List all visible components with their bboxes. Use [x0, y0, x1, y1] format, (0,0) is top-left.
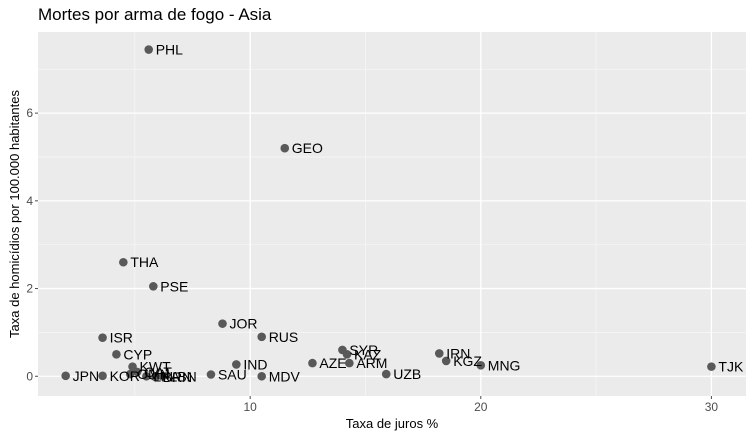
x-tick-label: 30 — [705, 400, 719, 414]
data-point — [125, 369, 135, 379]
point-label: SAU — [218, 367, 247, 383]
data-point — [280, 143, 290, 153]
y-axis-title: Taxa de homicídios por 100.000 habitante… — [7, 90, 22, 338]
data-point — [342, 350, 352, 359]
y-tick-label: 0 — [26, 369, 33, 383]
data-point — [257, 332, 267, 342]
y-tick-label: 6 — [26, 106, 33, 120]
chart-title: Mortes por arma de fogo - Asia — [38, 5, 272, 24]
data-point — [61, 371, 70, 381]
data-point — [98, 333, 107, 342]
point-label: RUS — [269, 329, 299, 345]
data-point — [151, 372, 160, 382]
y-tick-label: 2 — [26, 282, 33, 296]
point-label: GEO — [292, 140, 323, 156]
data-point — [98, 371, 107, 381]
y-tick-label: 4 — [26, 194, 33, 208]
data-point — [441, 356, 451, 366]
data-point — [707, 362, 716, 371]
point-label: OMN — [137, 366, 170, 382]
point-label: AZE — [319, 355, 346, 371]
point-label: ARM — [356, 355, 387, 371]
point-label: PSE — [160, 278, 188, 294]
point-label: UZB — [393, 366, 421, 382]
data-point — [434, 349, 444, 358]
data-point — [345, 358, 354, 368]
data-point — [119, 257, 128, 267]
data-point — [218, 319, 227, 328]
point-label: IND — [243, 356, 267, 372]
data-point — [381, 369, 391, 379]
point-label: KOR — [110, 368, 140, 384]
point-label: PHL — [156, 42, 183, 58]
data-point — [149, 282, 158, 291]
point-label: MNG — [488, 357, 521, 373]
point-label: TJK — [718, 359, 744, 375]
point-label: SYR — [349, 342, 378, 358]
point-label: IRN — [446, 345, 470, 361]
x-axis-title: Taxa de juros % — [346, 416, 439, 431]
point-label: JOR — [229, 316, 257, 332]
data-point — [206, 370, 216, 379]
x-tick-label: 10 — [243, 400, 257, 414]
data-point — [132, 367, 142, 377]
data-point — [232, 360, 241, 369]
data-point — [112, 350, 121, 359]
x-tick-label: 20 — [474, 400, 488, 414]
data-point — [158, 371, 167, 381]
point-label: MDV — [269, 368, 301, 384]
data-point — [142, 371, 151, 381]
data-point — [476, 361, 486, 370]
point-label: LKA — [153, 368, 180, 384]
data-point — [144, 45, 153, 54]
data-point — [257, 371, 267, 381]
point-label: KGZ — [453, 353, 482, 369]
plot-panel — [38, 32, 746, 396]
point-label: BRN — [163, 369, 193, 385]
point-label: KAZ — [354, 346, 382, 362]
point-label: THA — [130, 254, 159, 270]
data-point — [308, 358, 317, 368]
point-label: KWT — [140, 359, 172, 375]
point-label: ISR — [110, 330, 133, 346]
point-label: JPN — [73, 368, 99, 384]
point-label: CYP — [123, 346, 152, 362]
point-label: QAT — [144, 364, 172, 380]
point-label: LBN — [170, 368, 197, 384]
